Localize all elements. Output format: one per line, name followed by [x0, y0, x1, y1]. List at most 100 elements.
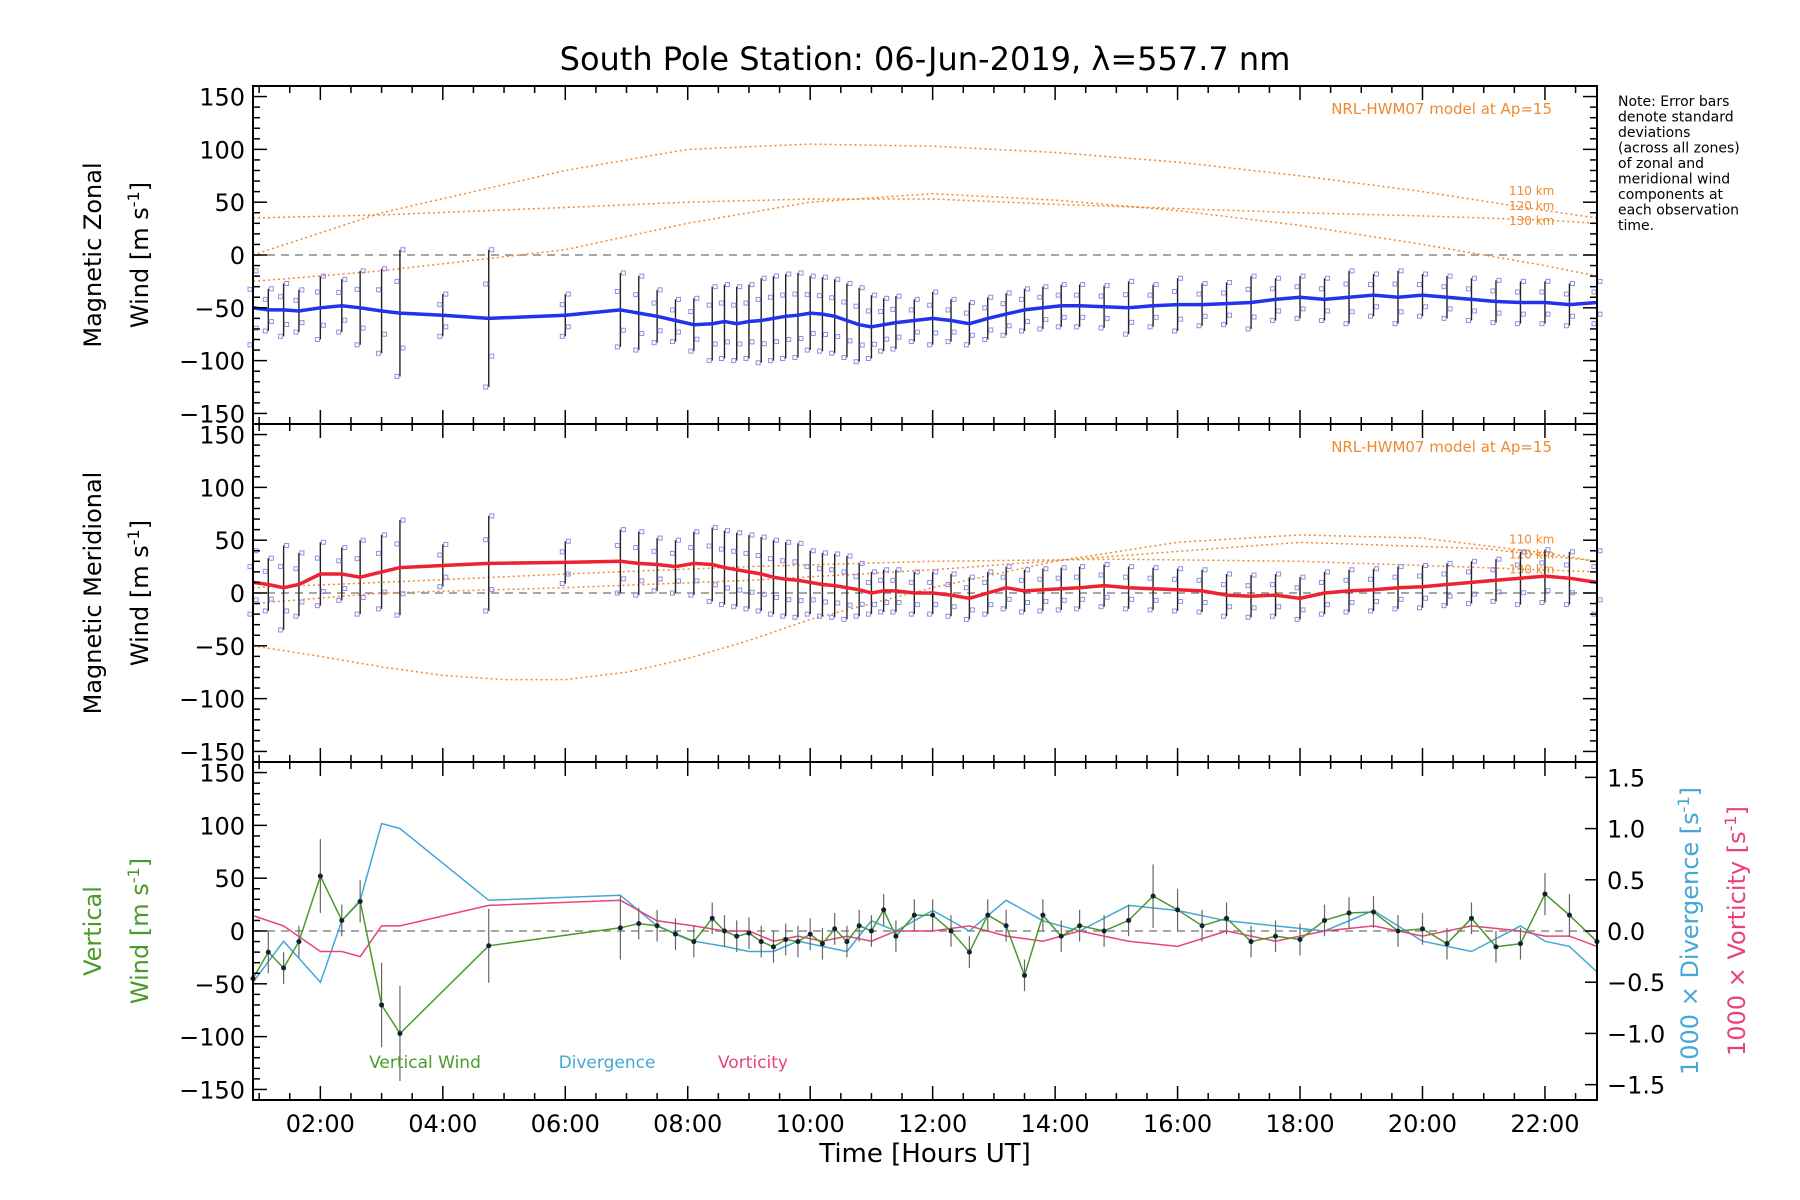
y-tick-label: 150	[199, 84, 245, 112]
zone-sample	[1441, 284, 1447, 290]
zone-sample	[360, 537, 366, 543]
zone-sample	[1270, 582, 1276, 588]
zone-sample	[1374, 271, 1380, 277]
vertical-wind-point	[379, 1002, 385, 1008]
model-curve	[252, 541, 1598, 605]
zone-sample	[1043, 566, 1049, 572]
zone-sample	[1563, 562, 1569, 568]
zone-sample	[694, 578, 700, 584]
zone-sample	[278, 564, 284, 570]
zone-sample	[1104, 594, 1110, 600]
y-axis-title-line2: Wind [m s-1]	[124, 858, 154, 1004]
zone-sample	[871, 292, 877, 298]
vertical-wind-point	[1273, 933, 1279, 939]
zone-sample	[767, 358, 773, 364]
zone-sample	[829, 614, 835, 620]
zone-sample	[293, 297, 299, 303]
mean-wind-line	[252, 559, 1598, 601]
zone-sample	[299, 287, 305, 293]
zone-sample	[354, 611, 360, 617]
zone-sample	[437, 302, 443, 308]
zone-sample	[786, 271, 792, 277]
zone-sample	[1343, 321, 1349, 327]
y-tick-label: −150	[179, 400, 245, 428]
y-tick-label: −50	[194, 971, 245, 999]
vertical-wind-point	[317, 873, 323, 879]
zone-sample	[878, 609, 884, 615]
zone-sample	[1037, 326, 1043, 332]
zone-sample	[314, 555, 320, 561]
zone-sample	[1123, 606, 1129, 612]
zone-sample	[1422, 271, 1428, 277]
zone-sample	[483, 608, 489, 614]
zone-sample	[841, 354, 847, 360]
zone-sample	[443, 291, 449, 297]
zone-sample	[1006, 323, 1012, 329]
vertical-wind-point	[1566, 912, 1572, 918]
zone-sample	[1196, 323, 1202, 329]
zone-sample	[1343, 609, 1349, 615]
vertical-wind-point	[844, 939, 850, 945]
zone-sample	[1374, 598, 1380, 604]
zone-sample	[1539, 560, 1545, 566]
zone-sample	[1172, 288, 1178, 294]
zone-sample	[1539, 289, 1545, 295]
zone-sample	[792, 614, 798, 620]
zone-sample	[1520, 278, 1526, 284]
zone-sample	[914, 296, 920, 302]
zone-sample	[933, 289, 939, 295]
zone-sample	[1153, 597, 1159, 603]
x-tick-label: 20:00	[1388, 1110, 1457, 1138]
zone-sample	[1514, 321, 1520, 327]
zone-sample	[688, 309, 694, 315]
zone-sample	[718, 602, 724, 608]
right-axis-title-vorticity: 1000 × Vorticity [s-1]	[1721, 806, 1751, 1056]
zone-sample	[1251, 273, 1257, 279]
zone-sample	[878, 577, 884, 583]
zone-sample	[1591, 564, 1597, 570]
zone-sample	[890, 306, 896, 312]
zone-sample	[1490, 567, 1496, 573]
zone-sample	[299, 320, 305, 326]
zone-sample	[1569, 549, 1575, 555]
zone-sample	[871, 341, 877, 347]
y-axis-title-line1: Vertical	[79, 886, 107, 976]
zone-sample	[1569, 313, 1575, 319]
zone-sample	[847, 553, 853, 559]
zone-sample	[1153, 282, 1159, 288]
zone-sample	[360, 594, 366, 600]
zone-sample	[1319, 317, 1325, 323]
zone-sample	[437, 333, 443, 339]
y-tick-label: 0	[230, 918, 245, 946]
zone-sample	[1300, 306, 1306, 312]
zone-sample	[336, 558, 342, 564]
y-tick-label: −100	[179, 686, 245, 714]
vertical-wind-point	[486, 943, 492, 949]
zone-sample	[822, 274, 828, 280]
zone-sample	[1597, 597, 1603, 603]
zone-sample	[1368, 576, 1374, 582]
zone-sample	[914, 602, 920, 608]
x-tick-label: 06:00	[531, 1110, 600, 1138]
vertical-wind-point	[1040, 912, 1046, 918]
zone-sample	[829, 295, 835, 301]
y-tick-label: 150	[199, 760, 245, 788]
zone-sample	[1300, 607, 1306, 613]
zone-sample	[1245, 583, 1251, 589]
zone-sample	[299, 550, 305, 556]
zone-sample	[1514, 289, 1520, 295]
zone-sample	[731, 358, 737, 364]
zone-sample	[1398, 309, 1404, 315]
y-axis-title-line2: Wind [m s-1]	[124, 520, 154, 666]
model-curve	[252, 534, 1598, 681]
vertical-wind-point	[617, 925, 623, 931]
zone-sample	[320, 322, 326, 328]
right-tick-label: −1.5	[1607, 1072, 1665, 1100]
vertical-wind-point	[1395, 928, 1401, 934]
zone-sample	[1569, 590, 1575, 596]
zone-sample	[1037, 294, 1043, 300]
zone-sample	[633, 545, 639, 551]
zone-sample	[1294, 315, 1300, 321]
